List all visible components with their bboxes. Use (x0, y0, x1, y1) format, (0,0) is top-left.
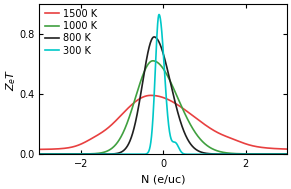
1000 K (288, 153, 291, 155)
1000 K (142, 71, 146, 74)
800 K (260, 153, 263, 155)
1500 K (60, 147, 63, 150)
300 K (60, 153, 63, 155)
Legend: 1500 K, 1000 K, 800 K, 300 K: 1500 K, 1000 K, 800 K, 300 K (42, 6, 100, 59)
300 K (142, 153, 146, 155)
300 K (288, 153, 291, 155)
Y-axis label: $Z_eT$: $Z_eT$ (4, 68, 18, 91)
800 K (152, 36, 156, 38)
1500 K (29, 148, 33, 151)
1000 K (29, 153, 33, 155)
800 K (75, 153, 79, 155)
1000 K (75, 153, 79, 155)
800 K (60, 153, 63, 155)
300 K (157, 13, 161, 16)
1500 K (142, 96, 146, 98)
Line: 1500 K: 1500 K (31, 95, 291, 149)
1500 K (149, 94, 152, 97)
300 K (131, 153, 134, 155)
X-axis label: N (e/uc): N (e/uc) (141, 175, 185, 185)
1000 K (131, 106, 134, 109)
800 K (288, 153, 291, 155)
1500 K (131, 103, 134, 105)
300 K (260, 153, 263, 155)
1000 K (151, 60, 155, 62)
Line: 300 K: 300 K (31, 15, 291, 154)
300 K (75, 153, 79, 155)
1500 K (288, 148, 291, 150)
300 K (29, 153, 33, 155)
Line: 800 K: 800 K (31, 37, 291, 154)
800 K (142, 74, 146, 76)
800 K (29, 153, 33, 155)
1500 K (260, 146, 263, 149)
1500 K (75, 145, 79, 147)
800 K (131, 133, 134, 135)
1000 K (60, 153, 63, 155)
1000 K (260, 153, 263, 155)
Line: 1000 K: 1000 K (31, 61, 291, 154)
